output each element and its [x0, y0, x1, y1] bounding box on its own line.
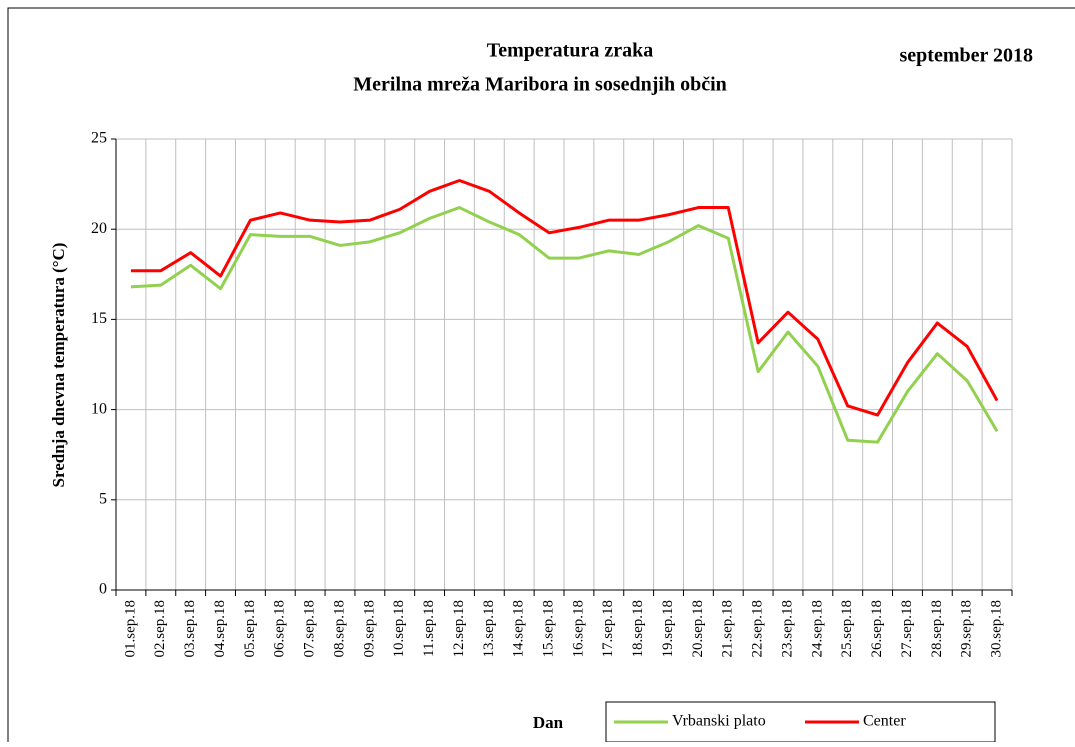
chart-title: Temperatura zraka	[487, 40, 653, 62]
x-tick-label: 27.sep.18	[899, 600, 915, 658]
x-tick-label: 01.sep.18	[122, 600, 138, 658]
y-tick-label: 5	[99, 490, 107, 507]
series-line	[130, 206, 999, 444]
y-tick-label: 0	[99, 581, 107, 598]
legend-label: Vrbanski plato	[672, 713, 766, 730]
x-tick-label: 13.sep.18	[481, 600, 497, 658]
x-tick-label: 10.sep.18	[391, 600, 407, 658]
period-label: september 2018	[900, 45, 1034, 67]
x-tick-label: 11.sep.18	[421, 600, 437, 657]
legend-label: Center	[863, 713, 906, 730]
x-tick-label: 08.sep.18	[331, 600, 347, 658]
x-tick-label: 17.sep.18	[600, 600, 616, 658]
x-tick-label: 14.sep.18	[511, 600, 527, 658]
x-tick-label: 26.sep.18	[869, 600, 885, 658]
x-tick-label: 09.sep.18	[361, 600, 377, 658]
x-tick-label: 25.sep.18	[839, 600, 855, 658]
y-tick-label: 10	[91, 400, 107, 417]
x-tick-label: 22.sep.18	[750, 600, 766, 658]
x-tick-label: 24.sep.18	[809, 600, 825, 658]
x-tick-label: 03.sep.18	[182, 600, 198, 658]
x-tick-label: 18.sep.18	[630, 600, 646, 658]
x-tick-label: 19.sep.18	[660, 600, 676, 658]
series-line	[130, 178, 999, 417]
y-tick-label: 15	[91, 310, 107, 327]
x-tick-label: 29.sep.18	[959, 600, 975, 658]
x-tick-label: 30.sep.18	[989, 600, 1005, 658]
x-tick-label: 15.sep.18	[541, 600, 557, 658]
chart-border	[7, 7, 1075, 747]
x-tick-label: 02.sep.18	[152, 600, 168, 658]
x-tick-label: 20.sep.18	[690, 600, 706, 658]
x-tick-label: 04.sep.18	[212, 600, 228, 658]
x-tick-label: 06.sep.18	[272, 600, 288, 658]
x-tick-label: 28.sep.18	[929, 600, 945, 658]
chart-subtitle: Merilna mreža Maribora in sosednjih obči…	[353, 74, 727, 96]
x-tick-label: 23.sep.18	[779, 600, 795, 658]
x-tick-label: 07.sep.18	[302, 600, 318, 658]
x-axis-label: Dan	[533, 713, 564, 732]
x-tick-label: 12.sep.18	[451, 600, 467, 658]
x-tick-label: 16.sep.18	[570, 600, 586, 658]
legend	[605, 701, 996, 743]
y-tick-label: 20	[91, 220, 107, 237]
y-tick-label: 25	[91, 130, 107, 147]
x-tick-label: 21.sep.18	[720, 600, 736, 658]
x-tick-label: 05.sep.18	[242, 600, 258, 658]
y-axis-label: Srednja dnevna temperatura (°C)	[49, 243, 68, 488]
